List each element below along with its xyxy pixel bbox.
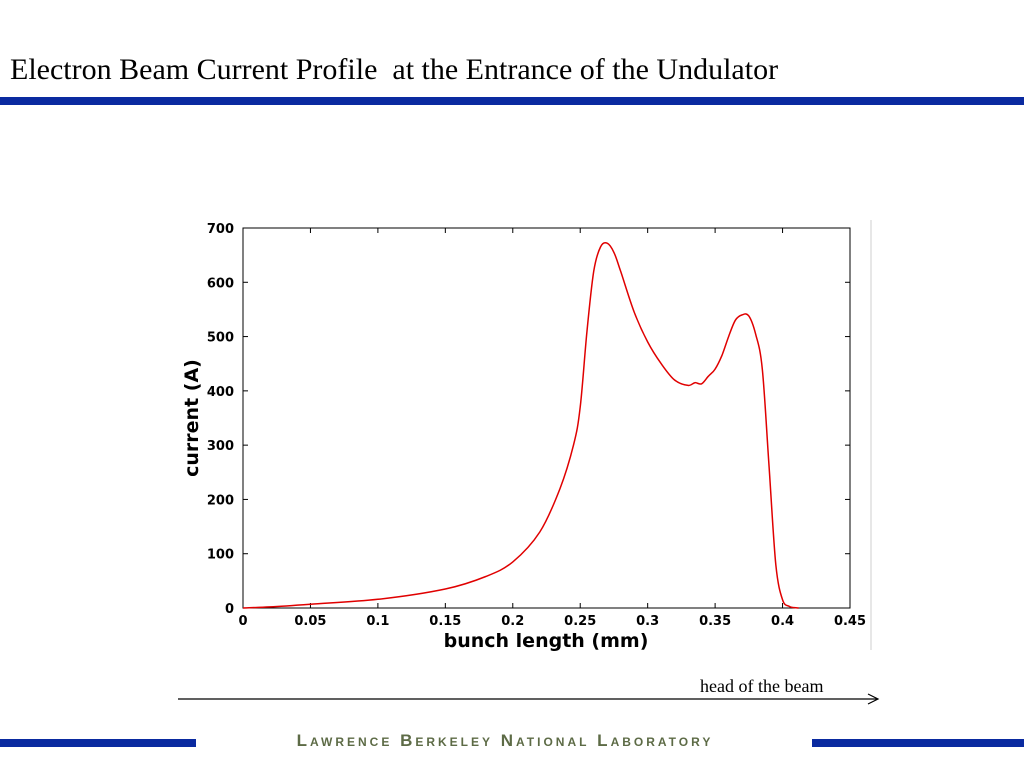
x-tick-label: 0.15 (429, 614, 461, 629)
chart: 0 0.05 0.1 0.15 0.2 0.25 0.3 0.35 0.4 0.45 0 100 200… (170, 218, 874, 654)
x-tick-label: 0.45 (834, 614, 866, 629)
y-tick-label: 200 (207, 493, 234, 508)
ticks-group (242, 227, 851, 609)
plot-frame (242, 227, 851, 609)
slide-title: Electron Beam Current Profile at the Ent… (10, 53, 779, 86)
y-tick-label: 600 (207, 276, 234, 291)
y-tick-label: 400 (207, 385, 234, 400)
beam-arrow-head (867, 693, 880, 705)
chart-svg: 0 0.05 0.1 0.15 0.2 0.25 0.3 0.35 0.4 0.45 0 100 200… (181, 220, 872, 652)
y-tick-label: 700 (207, 222, 234, 237)
head-of-beam-label: head of the beam (700, 676, 824, 696)
x-tick-label: 0 (238, 614, 247, 629)
x-tick-label: 0.2 (501, 614, 524, 629)
y-tick-label: 300 (207, 439, 234, 454)
x-tick-label: 0.05 (294, 614, 326, 629)
y-tick-label: 500 (207, 331, 234, 346)
x-tick-label: 0.4 (771, 614, 794, 629)
footer-rule-right (812, 739, 1024, 747)
x-tick-label: 0.3 (636, 614, 659, 629)
y-axis-title: current (A) (181, 359, 203, 477)
footer-lab-name: Lawrence Berkeley National Laboratory (296, 731, 714, 750)
tick-labels-group: 0 0.05 0.1 0.15 0.2 0.25 0.3 0.35 0.4 0.45 0 100 200… (207, 222, 866, 629)
beam-direction-arrow (178, 693, 880, 705)
x-axis-title: bunch length (mm) (444, 630, 649, 652)
y-tick-label: 100 (207, 548, 234, 563)
x-tick-label: 0.1 (366, 614, 389, 629)
title-rule (0, 97, 1024, 105)
x-tick-label: 0.35 (699, 614, 731, 629)
y-tick-label: 0 (225, 602, 234, 617)
x-tick-label: 0.25 (564, 614, 596, 629)
footer-rule-left (0, 739, 196, 747)
current-profile-line (242, 242, 799, 609)
